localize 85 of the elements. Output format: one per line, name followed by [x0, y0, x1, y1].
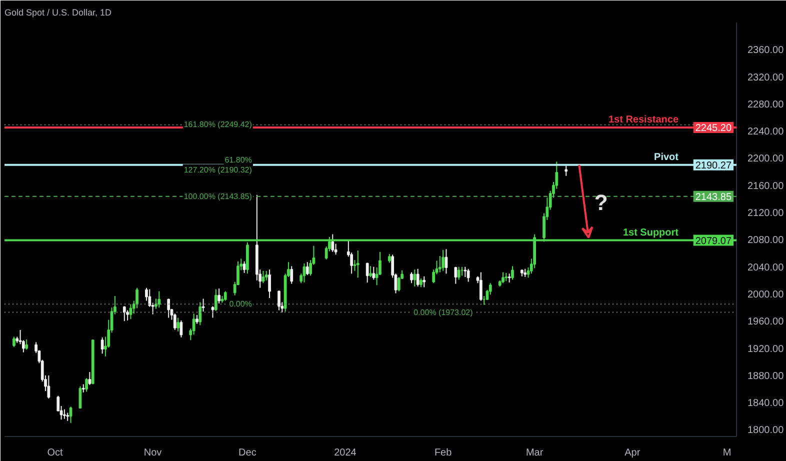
annotation: 100.00% (2143.85): [184, 192, 252, 201]
candlestick: [122, 306, 126, 322]
candlestick: [85, 378, 88, 392]
x-tick-label: Apr: [624, 448, 641, 458]
candlestick: [422, 276, 426, 288]
candlestick: [464, 266, 467, 278]
candlestick: [369, 266, 372, 278]
candlestick: [278, 290, 280, 311]
y-tick-label: 1920.00: [748, 344, 784, 355]
candlestick: [306, 262, 309, 276]
annotation: 61.80%: [224, 155, 252, 164]
candlestick: [413, 269, 416, 288]
y-tick-label: 2040.00: [748, 262, 784, 274]
y-tick-label: 2280.00: [748, 99, 784, 110]
chart-title: Gold Spot / U.S. Dollar, 1D: [4, 8, 112, 18]
x-tick-label: M: [722, 448, 732, 458]
y-tick-label: 2160.00: [748, 180, 784, 192]
candlestick: [211, 306, 214, 318]
ref-line-label: 1st Support: [622, 227, 680, 238]
annotation: 2245.20: [695, 123, 732, 134]
annotation: 2190.27: [695, 160, 732, 172]
candlestick: [25, 338, 28, 350]
candlestick: [126, 310, 129, 321]
candlestick: [511, 266, 514, 280]
ref-line-label: Pivot: [654, 152, 680, 163]
candlestick: [264, 270, 268, 281]
candlestick: [466, 268, 470, 282]
candlestick: [158, 290, 161, 308]
y-tick-label: 2320.00: [748, 72, 784, 84]
candlestick: [12, 336, 16, 348]
y-tick-label: 1960.00: [748, 316, 784, 328]
x-tick-label: Dec: [238, 448, 256, 458]
y-tick-label: 1840.00: [748, 398, 784, 410]
y-tick-label: 2120.00: [748, 208, 784, 220]
candlestick: [242, 260, 246, 274]
candlestick: [366, 262, 369, 283]
candlestick: [331, 234, 334, 252]
candlestick: [224, 290, 227, 302]
candlestick: [442, 249, 445, 272]
x-tick-label: Feb: [434, 448, 452, 458]
candlestick: [372, 266, 376, 280]
candlestick: [218, 288, 220, 304]
x-tick-label: Oct: [47, 448, 63, 458]
annotation: ?: [594, 190, 608, 216]
y-tick-label: 2200.00: [748, 154, 784, 165]
candlestick: [198, 302, 202, 326]
candlestick: [457, 266, 460, 280]
candlestick: [290, 266, 294, 284]
candlestick: [202, 298, 205, 312]
annotation: 0.00% (1973.02): [414, 308, 474, 317]
candlestick: [479, 272, 482, 302]
annotation: 127.20% (2190.32): [184, 165, 252, 174]
y-tick-label: 2360.00: [748, 45, 784, 56]
candlestick: [268, 269, 271, 299]
candlestick: [416, 268, 420, 288]
x-tick-label: Mar: [526, 448, 544, 458]
candlestick: [262, 270, 265, 284]
candlestick: [176, 317, 180, 332]
candlestick: [100, 336, 104, 354]
y-tick-label: 1800.00: [748, 425, 784, 436]
candlestick: [502, 272, 504, 284]
candlestick: [564, 165, 568, 176]
candlestick: [47, 374, 50, 399]
candlestick: [214, 288, 218, 312]
x-tick-label: Nov: [144, 448, 162, 458]
candlestick: [180, 320, 183, 338]
candlestick: [454, 266, 458, 284]
annotation: 161.80% (2249.42): [184, 120, 252, 130]
candlestick: [356, 250, 360, 278]
candlestick: [88, 372, 92, 386]
annotation: 0.00%: [229, 300, 252, 309]
candlestick: [63, 408, 66, 420]
candlestick: [397, 276, 400, 292]
y-tick-label: 2000.00: [748, 289, 784, 300]
y-tick-label: 2240.00: [748, 126, 784, 138]
annotation: 2079.07: [695, 236, 732, 247]
x-tick-label: 2024: [334, 448, 357, 458]
ref-line-label: 1st Resistance: [608, 114, 679, 126]
candlestick: [410, 272, 413, 284]
annotation: 2143.85: [695, 192, 732, 203]
y-tick-label: 2080.00: [748, 235, 784, 246]
candlestick: [173, 313, 176, 330]
candlestick: [129, 304, 132, 320]
candlestick: [167, 298, 170, 318]
y-tick-label: 1880.00: [748, 370, 784, 382]
